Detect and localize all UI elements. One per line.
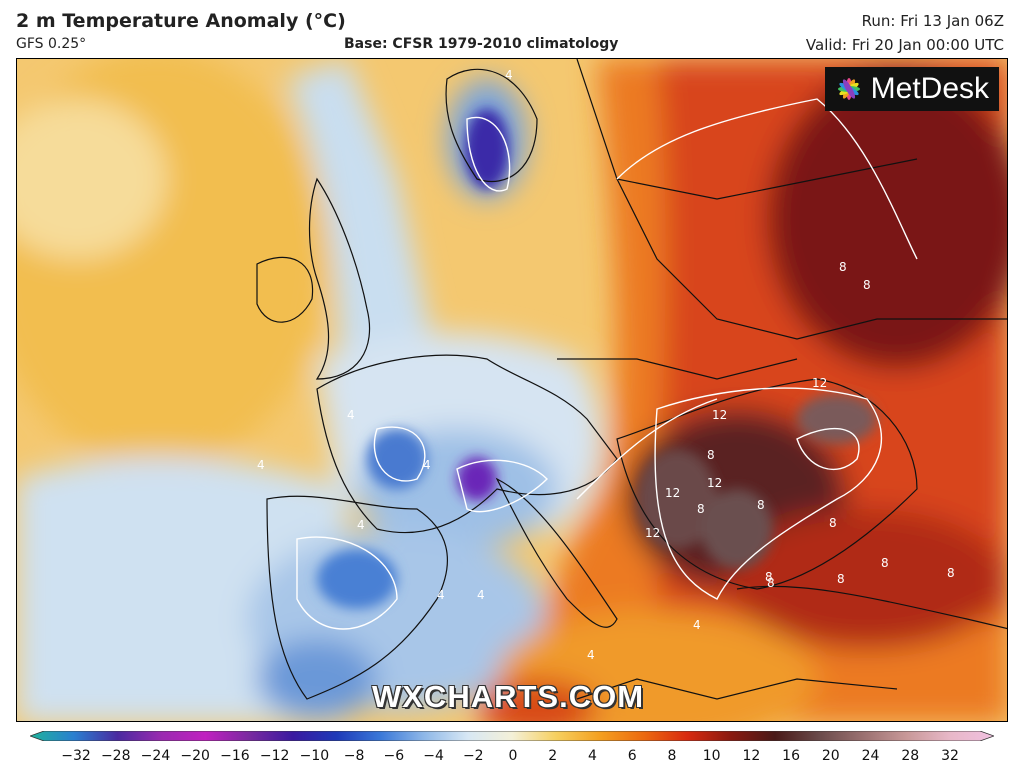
contour-8-north bbox=[616, 98, 918, 260]
colorbar-tick: −12 bbox=[259, 748, 290, 764]
contour-neg4-spain bbox=[296, 536, 398, 630]
colorbar-tick: 4 bbox=[587, 748, 597, 764]
colorbar bbox=[30, 731, 994, 741]
contour-label: 8 bbox=[767, 576, 775, 590]
contour-label: 8 bbox=[881, 556, 889, 570]
colorbar-tick: −10 bbox=[299, 748, 330, 764]
colorbar-tick: 10 bbox=[702, 748, 721, 764]
great-britain-outline bbox=[308, 177, 371, 380]
contour-label: 4 bbox=[437, 588, 445, 602]
metdesk-logo: MetDesk bbox=[824, 67, 999, 111]
colorbar-tick: −8 bbox=[343, 748, 365, 764]
contour-label: 8 bbox=[757, 498, 765, 512]
contour-4-central bbox=[576, 398, 718, 500]
contour-neg4-france bbox=[373, 426, 426, 482]
italy-outline bbox=[495, 477, 618, 628]
contour-label: 4 bbox=[505, 68, 513, 82]
base-climatology-label: Base: CFSR 1979-2010 climatology bbox=[344, 36, 619, 52]
contour-label: 8 bbox=[765, 570, 773, 584]
contour-label: 4 bbox=[587, 648, 595, 662]
colorbar-tick: −16 bbox=[220, 748, 250, 764]
colorbar-tick: 28 bbox=[901, 748, 920, 764]
ireland-outline bbox=[256, 256, 314, 323]
contour-label: 4 bbox=[423, 458, 431, 472]
contour-label: 8 bbox=[863, 278, 871, 292]
colorbar-tick: 24 bbox=[861, 748, 880, 764]
colorbar-tick: −32 bbox=[61, 748, 91, 764]
colorbar-bar bbox=[30, 731, 994, 741]
anomaly-map: 4 4 4 4 4 8 8 8 8 8 12 12 12 12 8 4 4 4 … bbox=[16, 58, 1008, 722]
colorbar-tick: 32 bbox=[941, 748, 959, 764]
map-canvas: 4 4 4 4 4 8 8 8 8 8 12 12 12 12 8 4 4 4 … bbox=[17, 59, 1007, 721]
contour-lines bbox=[296, 98, 918, 630]
contour-label: 8 bbox=[839, 260, 847, 274]
contour-label: 12 bbox=[707, 476, 722, 490]
colorbar-tick: −6 bbox=[383, 748, 405, 764]
contour-label-group: 4 4 4 4 4 8 8 8 8 8 12 12 12 12 8 4 4 4 … bbox=[257, 68, 955, 662]
central-border bbox=[557, 358, 798, 380]
logo-text: MetDesk bbox=[870, 72, 989, 105]
contour-label: 8 bbox=[707, 448, 715, 462]
colorbar-tick: −28 bbox=[100, 748, 131, 764]
chart-title: 2 m Temperature Anomaly (°C) bbox=[16, 10, 346, 32]
colorbar-tick: −20 bbox=[180, 748, 210, 764]
contour-label: 4 bbox=[477, 588, 485, 602]
contour-label: 12 bbox=[645, 526, 660, 540]
colorbar-tick: 12 bbox=[742, 748, 761, 764]
contour-label: 8 bbox=[837, 572, 845, 586]
model-label: GFS 0.25° bbox=[16, 36, 87, 52]
contour-neg4-alps bbox=[456, 459, 548, 513]
colorbar-tick: 8 bbox=[667, 748, 677, 764]
anomaly-shading bbox=[17, 59, 1007, 721]
contour-label: 12 bbox=[712, 408, 727, 422]
watermark: WXCHARTS.COM bbox=[372, 679, 645, 714]
contour-12 bbox=[654, 387, 883, 600]
north-africa-coast bbox=[576, 678, 898, 700]
colorbar-tick: 16 bbox=[782, 748, 800, 764]
contour-label: 4 bbox=[257, 458, 265, 472]
contour-label: 8 bbox=[829, 516, 837, 530]
contour-label: 4 bbox=[357, 518, 365, 532]
colorbar-tick: 6 bbox=[627, 748, 637, 764]
metdesk-flower-icon bbox=[837, 78, 860, 100]
contour-label: 4 bbox=[347, 408, 355, 422]
contour-label: 8 bbox=[697, 502, 705, 516]
run-time-label: Run: Fri 13 Jan 06Z bbox=[861, 12, 1004, 30]
valid-time-label: Valid: Fri 20 Jan 00:00 UTC bbox=[805, 36, 1004, 54]
contour-label: 12 bbox=[812, 376, 827, 390]
colorbar-tick: 0 bbox=[508, 748, 518, 764]
baltic-border bbox=[616, 158, 918, 200]
france-outline bbox=[316, 354, 618, 534]
colorbar-tick: 20 bbox=[821, 748, 840, 764]
colorbar-tick: −2 bbox=[462, 748, 484, 764]
balkans-outline bbox=[616, 378, 918, 590]
contour-label: 12 bbox=[665, 486, 680, 500]
iberia-outline bbox=[266, 495, 448, 700]
colorbar-tick-labels: −32 −28 −24 −20 −16 −12 −10 −8 −6 −4 −2 0 2 4 6 8 10 12 16… bbox=[0, 748, 1024, 768]
colorbar-tick: 2 bbox=[548, 748, 558, 764]
norway-outline bbox=[445, 68, 538, 183]
contour-neg4-norway bbox=[466, 116, 511, 192]
colorbar-tick: −4 bbox=[423, 748, 444, 764]
contour-label: 4 bbox=[693, 618, 701, 632]
contour-12-inner bbox=[796, 427, 860, 470]
turkey-coast bbox=[736, 585, 1007, 630]
contour-label: 8 bbox=[947, 566, 955, 580]
colorbar-tick: −24 bbox=[140, 748, 171, 764]
anomaly-cores bbox=[317, 109, 877, 609]
